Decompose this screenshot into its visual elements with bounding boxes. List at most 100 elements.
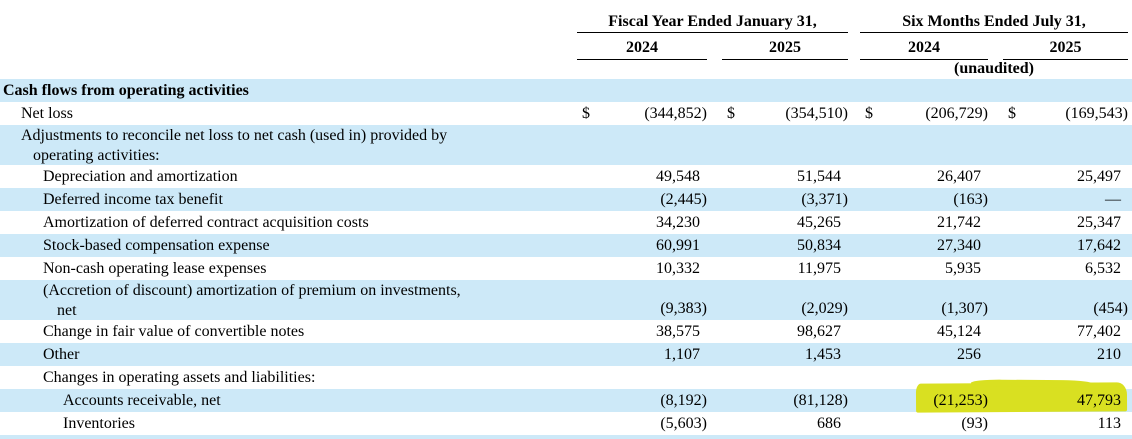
- value-cell: 21,742: [860, 211, 988, 234]
- column-gap: [707, 343, 722, 366]
- row-label: Stock-based compensation expense: [43, 237, 270, 254]
- value-cell: 10,332: [577, 257, 707, 280]
- table-row: (Accretion of discount) amortization of …: [0, 280, 1132, 320]
- cell-value: 25,497: [1077, 168, 1121, 185]
- value-cell: 34,230: [577, 211, 707, 234]
- cell-value: 686: [817, 415, 841, 432]
- value-cell: 27,340: [860, 234, 988, 257]
- header-label-spacer: [0, 0, 577, 33]
- header-year-fy2025: 2025: [722, 33, 848, 60]
- column-gap: [707, 234, 722, 257]
- column-gap: [848, 280, 860, 320]
- row-label: Accounts receivable, net: [63, 392, 221, 409]
- value-cell: $ (169,543): [1003, 102, 1128, 125]
- cell-value: (3,371): [801, 191, 848, 208]
- value-cell: (8,192): [577, 389, 707, 412]
- cell-value: (5,603): [660, 415, 707, 432]
- value-cell: 51,544: [722, 165, 848, 188]
- table-row: Depreciation and amortization 49,548 51,54…: [0, 165, 1132, 188]
- value-cell: 60,991: [577, 234, 707, 257]
- column-gap: [707, 211, 722, 234]
- column-gap: [848, 33, 860, 60]
- row-label: Non-cash operating lease expenses: [43, 260, 267, 277]
- column-gap: [848, 320, 860, 343]
- cell-value: 5,935: [945, 260, 981, 277]
- cell-value: (344,852): [644, 105, 707, 122]
- column-gap: [988, 165, 1003, 188]
- cell-value: (93): [961, 415, 988, 432]
- column-gap: [848, 0, 860, 33]
- dollar-sign: $: [727, 105, 735, 122]
- value-cell: 113: [1003, 412, 1128, 435]
- row-label: Deferred income tax benefit: [43, 191, 223, 208]
- column-gap: [848, 211, 860, 234]
- cell-value: (2,445): [660, 191, 707, 208]
- cell-value: 60,991: [656, 237, 700, 254]
- value-cell: 77,402: [1003, 320, 1128, 343]
- cell-value: 45,124: [937, 323, 981, 340]
- column-gap: [707, 165, 722, 188]
- cell-value: (81,128): [793, 392, 848, 409]
- value-cell: [1003, 125, 1128, 165]
- cell-value: 77,402: [1077, 323, 1121, 340]
- header-label-spacer: [0, 60, 860, 79]
- cell-value: 34,230: [656, 214, 700, 231]
- cell-value: (206,729): [925, 105, 988, 122]
- column-gap: [707, 79, 722, 102]
- cell-value: (8,192): [660, 392, 707, 409]
- column-gap: [988, 102, 1003, 125]
- value-cell: (93): [860, 412, 988, 435]
- cell-value: 27,340: [937, 237, 981, 254]
- value-cell: 98,627: [722, 320, 848, 343]
- table-header-unaudited: (unaudited): [0, 60, 1132, 79]
- row-label: Change in fair value of convertible note…: [43, 323, 305, 340]
- column-gap: [988, 79, 1003, 102]
- table-row: Deferred income tax benefit (2,445) (3,371…: [0, 188, 1132, 211]
- value-cell: [860, 79, 988, 102]
- cell-value: 6,532: [1085, 260, 1121, 277]
- column-gap: [707, 320, 722, 343]
- table-row: Adjustments to reconcile net loss to net…: [0, 125, 1132, 165]
- value-cell: 1,453: [722, 343, 848, 366]
- column-gap: [988, 320, 1003, 343]
- column-gap: [848, 366, 860, 389]
- column-gap: [988, 412, 1003, 435]
- table-row: Accounts receivable, net (8,192) (81,128) (…: [0, 389, 1132, 412]
- column-gap: [848, 343, 860, 366]
- value-cell: (2,445): [577, 188, 707, 211]
- table-header-groups: Fiscal Year Ended January 31, Six Months…: [0, 0, 1132, 33]
- value-cell: —: [1003, 188, 1128, 211]
- column-gap: [848, 257, 860, 280]
- value-cell: 45,124: [860, 320, 988, 343]
- table-row: Changes in operating assets and liabilit…: [0, 366, 1132, 389]
- dollar-sign: $: [1008, 105, 1016, 122]
- cell-value: (21,253): [933, 392, 988, 409]
- value-cell: (2,029): [722, 280, 848, 320]
- cell-value: 26,407: [937, 168, 981, 185]
- value-cell: (454): [1003, 280, 1128, 320]
- row-label: Amortization of deferred contract acquis…: [43, 214, 369, 231]
- value-cell: (81,128): [722, 389, 848, 412]
- cell-value: 11,975: [797, 260, 841, 277]
- cell-value: 51,544: [797, 168, 841, 185]
- row-label: Adjustments to reconcile net loss to net…: [21, 127, 448, 164]
- column-gap: [988, 343, 1003, 366]
- column-gap: [988, 211, 1003, 234]
- table-row: Other 1,107 1,453 256 210: [0, 343, 1132, 366]
- dollar-sign: $: [865, 105, 873, 122]
- column-gap: [988, 280, 1003, 320]
- column-gap: [707, 412, 722, 435]
- highlighted-value-cell: (21,253): [860, 389, 988, 412]
- value-cell: 6,532: [1003, 257, 1128, 280]
- header-year-sm2024: 2024: [860, 33, 988, 60]
- row-label: (Accretion of discount) amortization of …: [43, 282, 461, 319]
- header-year-fy2024: 2024: [577, 33, 707, 60]
- value-cell: 1,107: [577, 343, 707, 366]
- column-gap: [707, 125, 722, 165]
- value-cell: [860, 366, 988, 389]
- cell-value: 10,332: [656, 260, 700, 277]
- column-gap: [848, 412, 860, 435]
- row-label: Inventories: [63, 415, 135, 432]
- value-cell: (163): [860, 188, 988, 211]
